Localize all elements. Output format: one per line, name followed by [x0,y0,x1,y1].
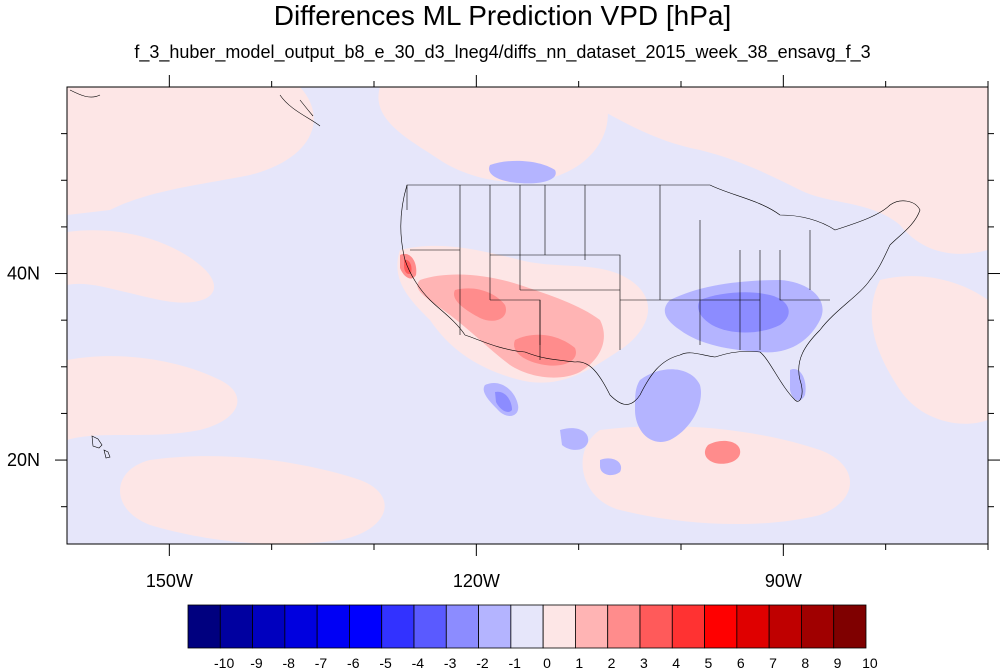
colorbar [187,604,867,649]
colorbar-label: 4 [672,655,680,671]
colorbar-label: 10 [862,655,878,671]
lon-label: 90W [765,571,802,591]
colorbar-swatch [349,604,383,649]
colorbar-label: 9 [834,655,842,671]
map-subtitle: f_3_huber_model_output_b8_e_30_d3_lneg4/… [134,42,871,62]
colorbar-label: -2 [476,655,489,671]
colorbar-label: -9 [250,655,263,671]
colorbar-swatch [833,604,867,649]
colorbar-swatch [413,604,447,649]
lon-label: 120W [453,571,500,591]
colorbar-swatch [316,604,350,649]
colorbar-swatch [575,604,609,649]
lat-label: 20N [7,450,40,470]
longitude-labels: 150W 120W 90W [146,571,802,591]
island-coastlines [69,89,321,459]
lat-label: 40N [7,264,40,284]
colorbar-label: 7 [769,655,777,671]
colorbar-swatch [607,604,641,649]
lon-label: 150W [146,571,193,591]
colorbar-swatch [381,604,415,649]
strong-negative-areas [495,292,789,413]
colorbar-label: 2 [608,655,616,671]
colorbar-label: 1 [575,655,583,671]
axis-ticks [55,75,1000,556]
colorbar-swatch [252,604,286,649]
colorbar-label: 8 [801,655,809,671]
colorbar-swatch [542,604,576,649]
colorbar-label: -1 [508,655,521,671]
colorbar-swatch [187,604,221,649]
colorbar-labels: -10 -9 -8 -7 -6 -5 -4 -3 -2 -1 0 1 2 3 4 5 6 7 8 9 10 [214,655,878,671]
colorbar-swatch [510,604,544,649]
map-frame [66,86,989,545]
colorbar-swatch [445,604,479,649]
colorbar-swatch [219,604,253,649]
colorbar-swatch [284,604,318,649]
colorbar-label: -5 [379,655,392,671]
colorbar-swatch [768,604,802,649]
colorbar-label: -8 [282,655,295,671]
colorbar-swatch [801,604,835,649]
colorbar-swatch [736,604,770,649]
colorbar-swatch [671,604,705,649]
colorbar-label: -4 [412,655,425,671]
colorbar-swatch [478,604,512,649]
colorbar-label: -10 [214,655,234,671]
colorbar-label: -7 [315,655,328,671]
colorbar-label: 6 [737,655,745,671]
coastlines-and-borders [400,184,921,405]
conus-outline [400,184,921,405]
latitude-labels: 40N 20N [7,264,40,471]
map-title: Differences ML Prediction VPD [hPa] [273,0,732,31]
warm-core-areas [400,253,741,464]
colorbar-label: -3 [444,655,457,671]
colorbar-label: 3 [640,655,648,671]
colorbar-label: 0 [543,655,551,671]
colorbar-label: 5 [705,655,713,671]
colorbar-swatch [639,604,673,649]
colorbar-label: -6 [347,655,360,671]
colorbar-swatch [704,604,738,649]
